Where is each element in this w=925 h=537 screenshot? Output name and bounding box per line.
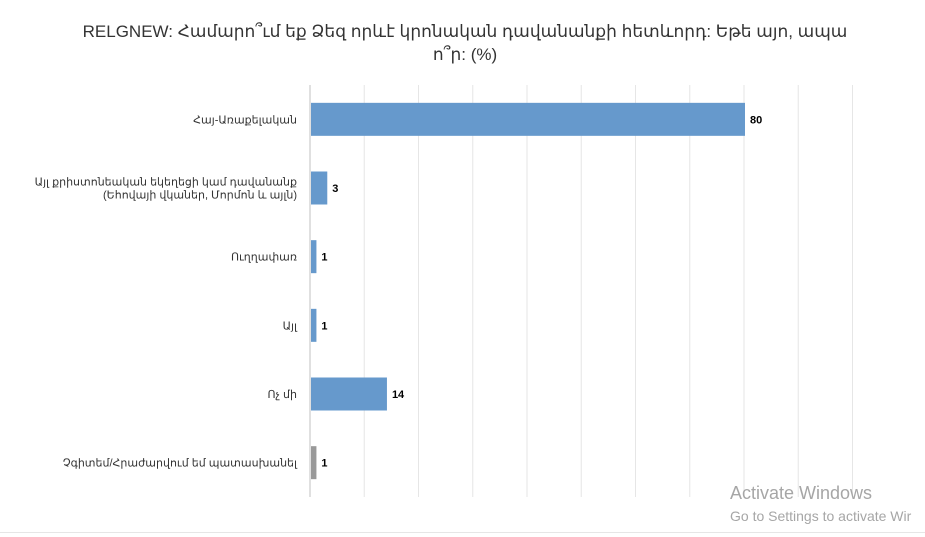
category-label-line: Այլ քրիստոնեական եկեղեցի կամ դավանանք bbox=[35, 177, 297, 189]
bar-value-label: 1 bbox=[321, 252, 327, 264]
bar-value-label: 14 bbox=[392, 389, 405, 401]
bar bbox=[311, 377, 387, 411]
watermark-line2: Go to Settings to activate Wir bbox=[730, 508, 912, 524]
category-label: Ոչ մի bbox=[268, 389, 298, 401]
category-label-line: Չգիտեմ/Հրաժարվում եմ պատասխանել bbox=[63, 458, 298, 470]
category-label-line: (Եհովայի վկաներ, Մորմոն և այլն) bbox=[103, 190, 297, 202]
bar bbox=[311, 171, 328, 205]
bars: 80 Հայ-Առաքելական 3 Այլ քրիստոնեական եկեղեց… bbox=[35, 102, 762, 480]
category-label: Չգիտեմ/Հրաժարվում եմ պատասխանել bbox=[63, 458, 298, 470]
bar-value-label: 80 bbox=[750, 114, 762, 126]
category-label-line: Ոչ մի bbox=[268, 389, 298, 401]
category-label: Հայ-Առաքելական bbox=[193, 114, 297, 126]
category-label-line: Այլ bbox=[283, 320, 298, 332]
bar bbox=[311, 308, 317, 342]
category-label-line: Ուղղափառ bbox=[231, 252, 297, 264]
bar bbox=[311, 240, 317, 274]
category-label-line: Հայ-Առաքելական bbox=[193, 114, 297, 126]
bottom-divider bbox=[0, 532, 925, 533]
category-label: Ուղղափառ bbox=[231, 252, 297, 264]
watermark-line1: Activate Windows bbox=[730, 483, 873, 503]
chart-title: RELGNEW: Համարո՞ւմ եք Ձեզ որևէ կրոնական … bbox=[82, 22, 848, 64]
grid-lines bbox=[363, 85, 853, 497]
bar bbox=[311, 446, 317, 480]
bar bbox=[311, 102, 745, 136]
category-label: Այլ քրիստոնեական եկեղեցի կամ դավանանք (Եհ… bbox=[35, 177, 297, 202]
category-label: Այլ bbox=[283, 320, 298, 332]
bar-value-label: 1 bbox=[321, 320, 327, 332]
activate-windows-watermark: Activate Windows Go to Settings to activ… bbox=[730, 482, 911, 526]
bar-value-label: 1 bbox=[321, 458, 327, 470]
bar-value-label: 3 bbox=[332, 183, 338, 195]
